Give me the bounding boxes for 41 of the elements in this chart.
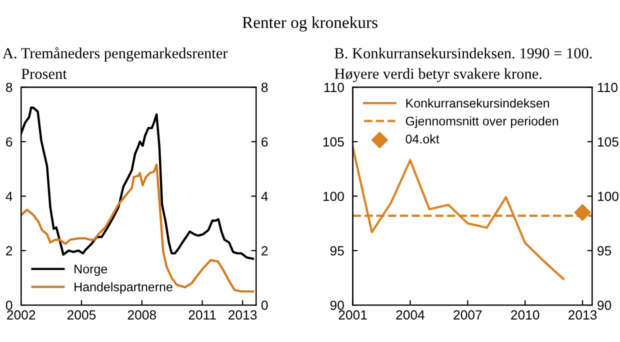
x-tick-label: 2007 — [454, 310, 482, 320]
y-tick-label: 4 — [6, 192, 12, 201]
x-tick-label: 2002 — [7, 310, 36, 320]
x-tick-label: 2011 — [188, 310, 216, 320]
x-tick-label: 2013 — [228, 310, 257, 320]
y-tick-label: 110 — [324, 82, 344, 92]
legend-label: Gjennomsnitt over perioden — [406, 116, 558, 128]
legend-label: Konkurransekursindeksen — [406, 98, 549, 108]
x-tick-label: 2013 — [568, 310, 597, 320]
x-tick-label: 2001 — [338, 310, 367, 320]
chart-subtitle: Høyere verdi betyr svakere krone. — [334, 68, 542, 82]
y-tick-label: 0 — [6, 300, 12, 310]
y2-tick-label: 4 — [261, 192, 268, 201]
y2-tick-label: 2 — [262, 246, 268, 256]
x-tick-label: 2008 — [128, 310, 156, 320]
y2-tick-label: 0 — [261, 300, 268, 310]
text: Renter og kronekurs — [242, 16, 378, 32]
y2-tick-label: 110 — [598, 82, 618, 92]
y2-tick-label: 105 — [598, 137, 618, 147]
y-axis-title: Prosent — [22, 68, 67, 79]
y2-tick-label: 100 — [598, 192, 618, 202]
x-tick-label: 2005 — [67, 310, 96, 320]
chart-title: A. Tremåneders pengemarkedsrenter — [2, 47, 228, 62]
y-tick-label: 6 — [6, 137, 12, 147]
y2-tick-label: 6 — [262, 137, 268, 147]
legend-label: 04.okt — [406, 134, 440, 144]
legend-label: Norge — [74, 264, 108, 276]
chart-title: B. Konkurransekursindeksen. 1990 = 100. — [334, 48, 592, 59]
y2-tick-label: 95 — [598, 246, 612, 256]
y-tick-label: 95 — [330, 246, 344, 256]
x-tick-label: 2004 — [396, 310, 425, 320]
x-tick-label: 2010 — [511, 310, 540, 320]
y-tick-label: 2 — [6, 246, 12, 256]
y2-tick-label: 90 — [598, 300, 612, 310]
y2-tick-label: 8 — [261, 82, 268, 92]
line-series — [21, 164, 254, 293]
legend-label: Handelspartnerne — [74, 282, 172, 294]
y-tick-label: 105 — [323, 137, 344, 147]
y-tick-label: 90 — [330, 300, 344, 310]
y-tick-label: 8 — [6, 82, 12, 92]
y-tick-label: 100 — [323, 192, 344, 202]
